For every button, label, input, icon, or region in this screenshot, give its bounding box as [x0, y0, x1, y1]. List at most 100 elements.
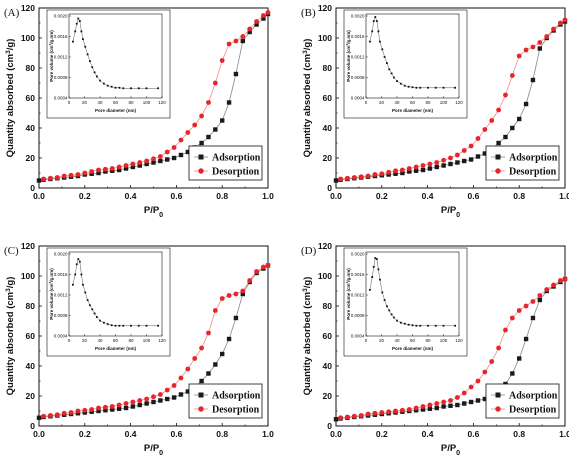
data-point: [199, 378, 204, 384]
inset-data-point: [80, 30, 83, 33]
data-point: [213, 127, 218, 132]
data-point: [171, 155, 177, 161]
data-point: [233, 315, 239, 321]
data-point: [517, 356, 522, 361]
series-line: [43, 265, 269, 417]
inset-data-point: [403, 84, 406, 87]
x-tick-label: 0.0: [33, 429, 45, 439]
y-axis-title: Quantity absorbed (cm3/g): [302, 39, 314, 158]
inset-x-tick-label: 20: [379, 100, 385, 105]
inset-y-tick-label: 0.0012: [351, 293, 365, 298]
inset-y-tick-label: 0.0016: [351, 272, 365, 277]
inset-chart: 0 20 40 60 80 100 120 0.0004 0.0008 0.0012 0.0016 0…: [343, 9, 468, 119]
data-point: [144, 396, 150, 402]
inset-x-tick-label: 120: [158, 338, 166, 343]
data-point: [544, 34, 550, 39]
data-point: [468, 157, 474, 162]
inset-data-point: [82, 283, 84, 286]
data-point: [157, 154, 163, 159]
data-point: [96, 408, 101, 414]
x-tick-label: 1.0: [262, 191, 274, 201]
data-point: [165, 157, 170, 162]
data-point: [185, 389, 191, 394]
inset-y-tick-label: 0.0008: [54, 75, 68, 80]
data-point: [212, 80, 218, 86]
data-point: [558, 20, 563, 26]
legend-marker: [495, 406, 501, 412]
data-point: [454, 395, 460, 400]
legend-marker: [198, 406, 204, 412]
inset-data-point: [89, 304, 91, 307]
y-tick-label: 20: [323, 153, 333, 163]
inset-data-point: [82, 38, 84, 40]
inset-x-tick-label: 0: [68, 100, 71, 105]
data-point: [468, 399, 474, 405]
data-point: [400, 167, 405, 173]
data-point: [254, 22, 259, 27]
y-tick-label: 120: [21, 241, 35, 251]
x-axis-title: P/P0: [441, 205, 460, 219]
x-tick-label: 0.4: [125, 191, 137, 201]
inset-data-point: [419, 86, 422, 89]
data-point: [226, 336, 232, 342]
inset-x-tick-label: 20: [82, 338, 88, 343]
inset-x-tick-label: 40: [394, 338, 400, 343]
inset-background: [46, 247, 171, 357]
data-point: [61, 173, 67, 179]
legend-label: Adsorption: [212, 391, 261, 402]
inset-chart: 0 20 40 60 80 100 120 0.0004 0.0008 0.0012 0.0016 0…: [343, 247, 468, 357]
data-point: [199, 345, 204, 351]
data-point: [386, 169, 392, 175]
inset-x-tick-label: 0: [365, 100, 368, 105]
data-point: [233, 38, 239, 44]
legend-marker: [495, 154, 501, 160]
legend-label: Adsorption: [509, 153, 558, 164]
inset-data-point: [442, 86, 445, 89]
inset-data-point: [390, 72, 393, 75]
data-point: [110, 407, 115, 412]
data-point: [116, 406, 122, 411]
inset-data-point: [396, 80, 398, 82]
y-tick-label: 100: [318, 33, 332, 43]
chart-panel-d: (D) 0.0 0.2 0.4 0.6 0.8 1.0 0 20 40 60 80 100 120 P/P0…: [301, 241, 569, 457]
data-point: [427, 166, 433, 171]
data-point: [75, 408, 81, 414]
data-point: [103, 166, 108, 172]
x-tick-label: 0.8: [513, 191, 525, 201]
inset-data-point: [157, 324, 160, 327]
inset-x-tick-label: 20: [379, 338, 385, 343]
x-tick-label: 0.6: [170, 429, 182, 439]
series-desorption: [41, 10, 271, 182]
data-point: [413, 168, 419, 173]
inset-data-point: [118, 86, 121, 89]
data-point: [109, 404, 115, 409]
data-point: [544, 287, 550, 292]
inset-data-point: [96, 316, 98, 318]
inset-data-point: [75, 22, 78, 25]
data-point: [247, 278, 253, 283]
data-point: [123, 166, 129, 171]
data-point: [233, 71, 239, 77]
data-point: [226, 100, 232, 105]
x-tick-label: 0.6: [170, 191, 182, 201]
data-point: [448, 161, 453, 167]
data-point: [537, 293, 543, 298]
data-point: [261, 264, 266, 270]
inset-y-tick-label: 0.0012: [54, 293, 68, 298]
data-point: [212, 308, 218, 313]
legend-label: Desorption: [509, 167, 557, 178]
data-point: [240, 288, 246, 294]
inset-data-point: [130, 324, 132, 327]
inset-data-point: [379, 40, 381, 43]
y-tick-label: 20: [323, 391, 333, 401]
data-point: [482, 369, 488, 375]
data-point: [178, 375, 184, 381]
y-tick-label: 60: [323, 93, 333, 103]
data-point: [496, 140, 501, 146]
data-point: [151, 394, 156, 400]
data-point: [171, 395, 177, 400]
data-point: [503, 92, 508, 98]
data-point: [265, 10, 271, 15]
data-point: [171, 383, 177, 388]
inset-data-point: [427, 324, 429, 327]
